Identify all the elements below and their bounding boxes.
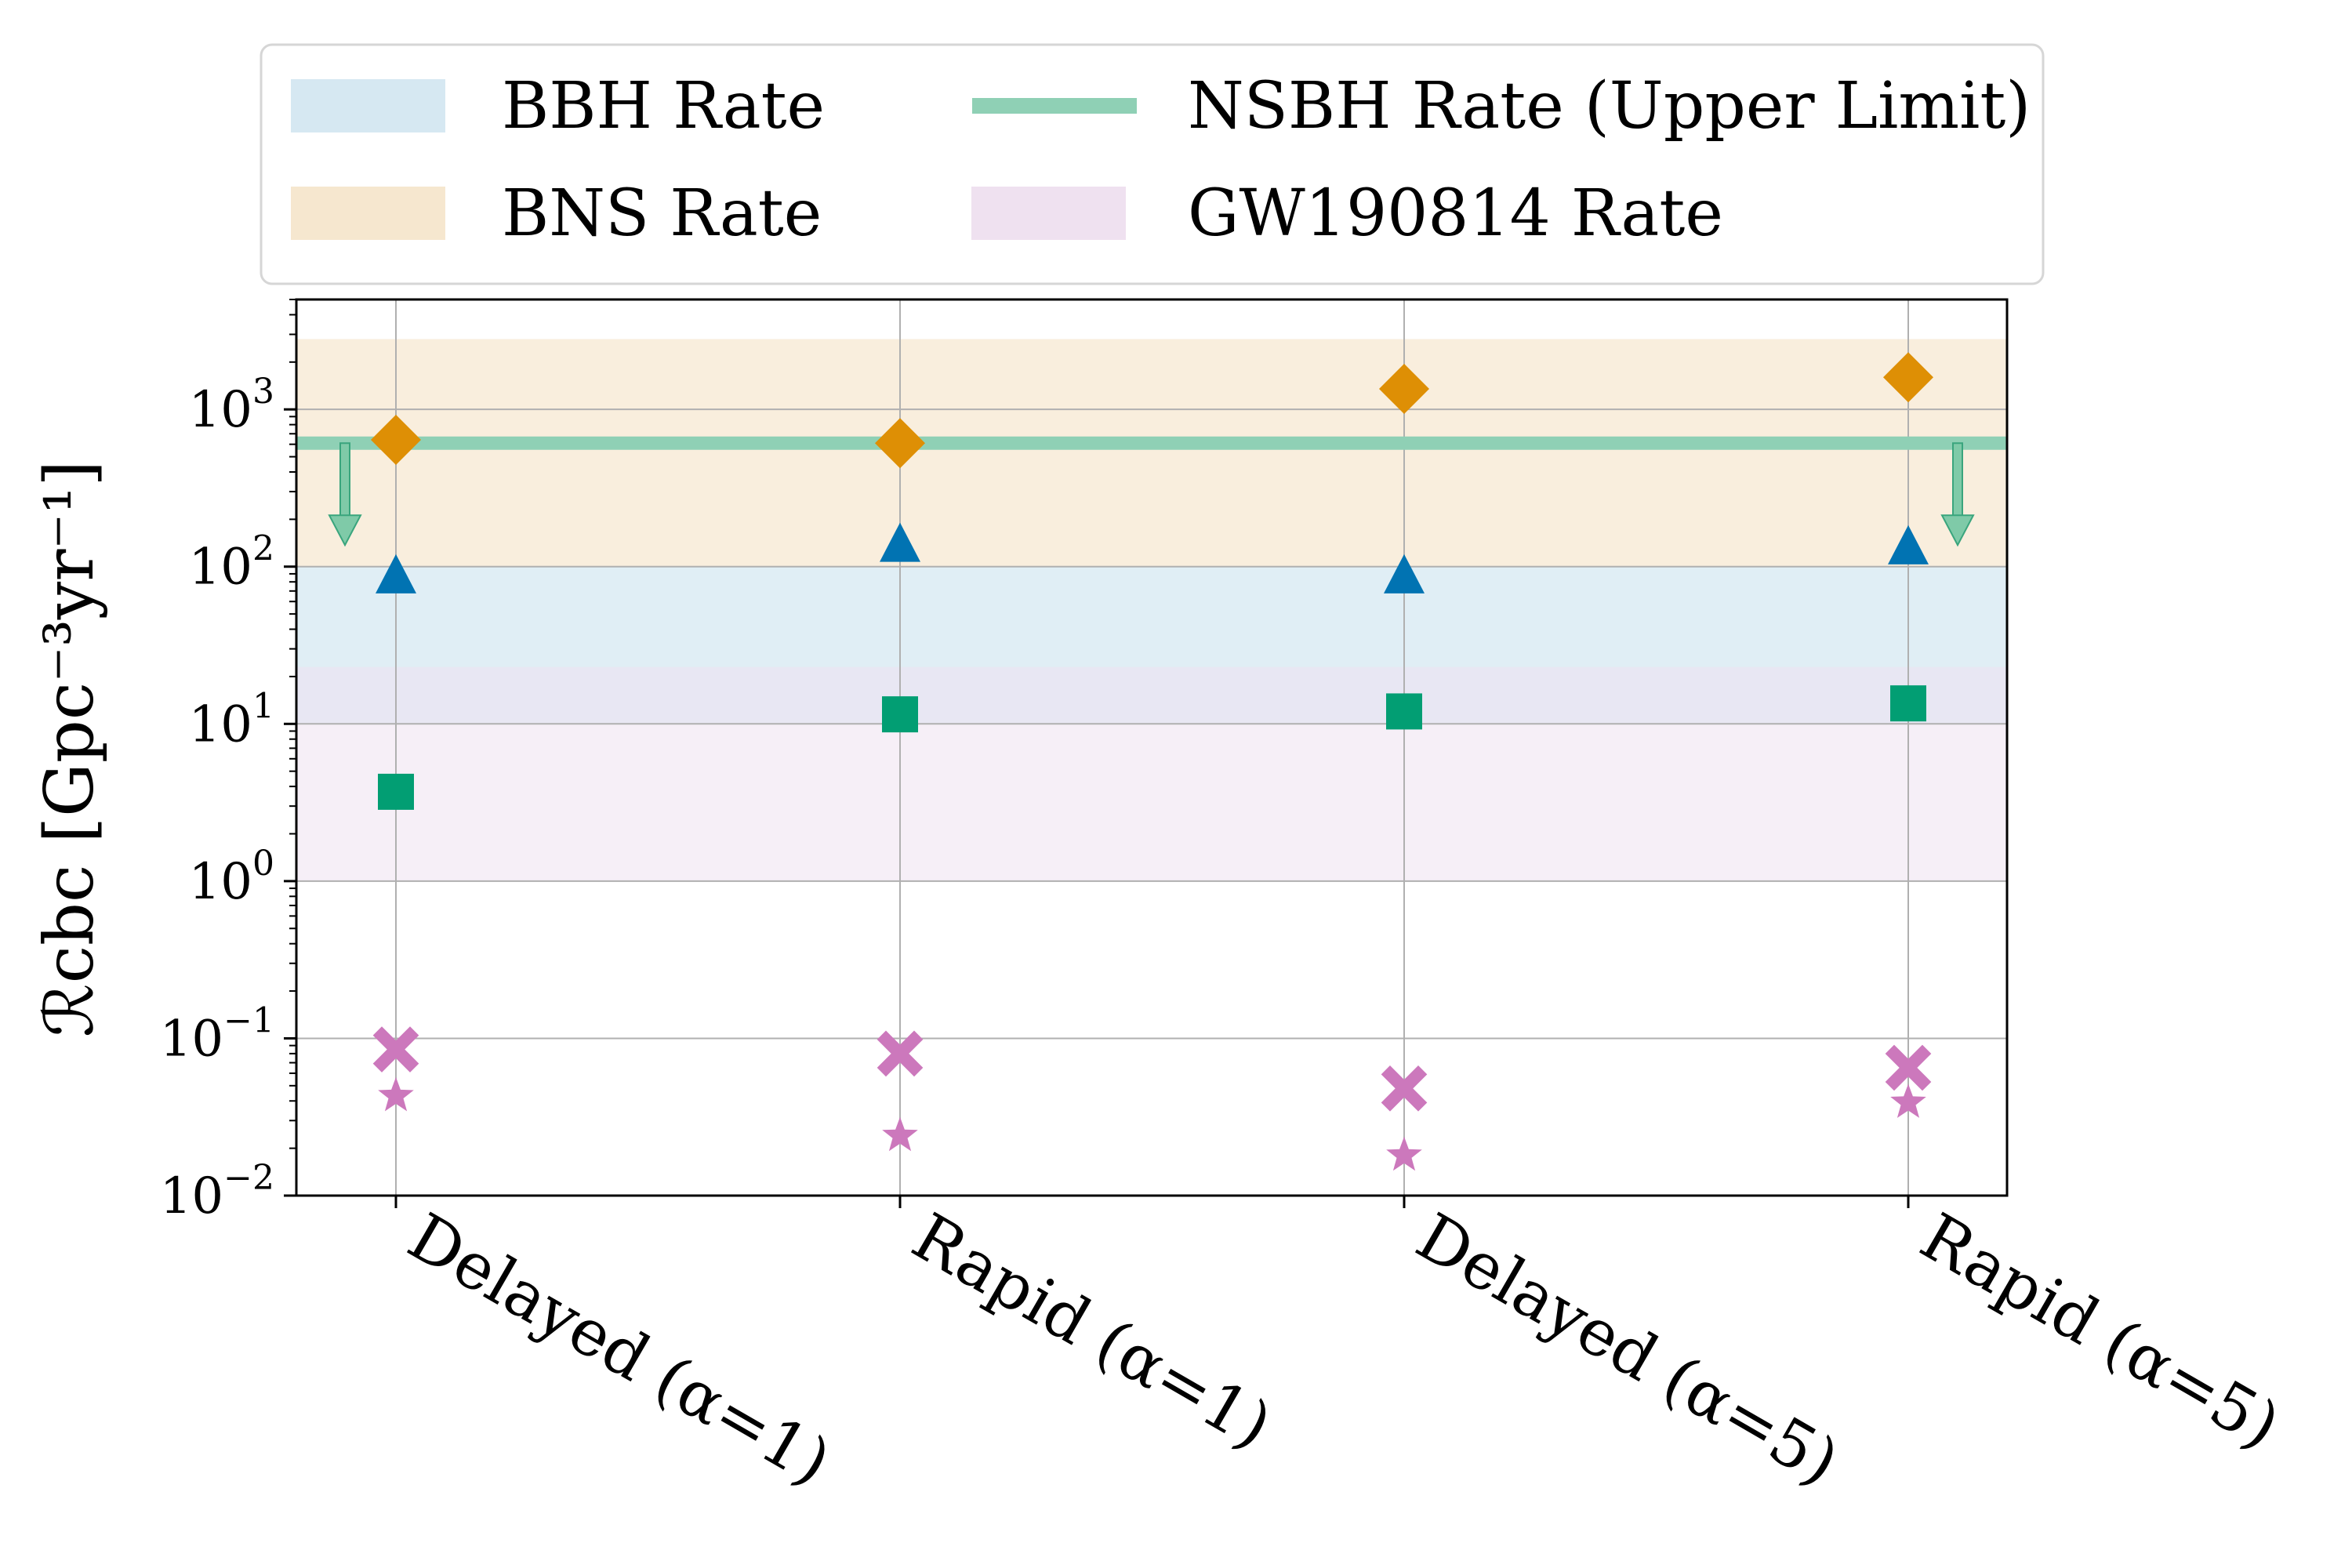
x-marker bbox=[877, 1030, 924, 1077]
y-tick-label: 101 bbox=[189, 686, 274, 753]
y-tick-base: 10 bbox=[160, 1010, 223, 1068]
arrow-head bbox=[1940, 514, 1975, 547]
diamond-marker bbox=[875, 418, 925, 469]
y-tick-exponent: 2 bbox=[252, 529, 274, 569]
star-marker bbox=[1890, 1083, 1926, 1118]
y-axis-title: ℛcbc [Gpc⁻³yr⁻¹] bbox=[31, 460, 109, 1037]
triangle-marker bbox=[1384, 554, 1425, 593]
legend-label: BBH Rate bbox=[502, 69, 825, 143]
legend-label: NSBH Rate (Upper Limit) bbox=[1188, 69, 2031, 143]
y-tick-base: 10 bbox=[160, 1167, 223, 1225]
x-marker bbox=[1381, 1065, 1428, 1112]
legend-swatch bbox=[971, 187, 1126, 240]
star-marker bbox=[378, 1076, 414, 1112]
legend-swatch bbox=[291, 187, 445, 240]
y-tick-label: 103 bbox=[189, 372, 274, 439]
diamond-marker bbox=[1883, 352, 1933, 403]
x-tick-label: Rapid (α=5) bbox=[1908, 1200, 2292, 1464]
square-marker bbox=[1890, 685, 1926, 722]
y-tick-label: 10−2 bbox=[160, 1158, 274, 1225]
data-markers bbox=[371, 352, 1933, 1171]
star-marker bbox=[882, 1116, 918, 1152]
y-tick-exponent: −1 bbox=[223, 1000, 274, 1040]
axes bbox=[284, 298, 2009, 1208]
legend-box bbox=[260, 43, 2045, 285]
arrow-head bbox=[328, 514, 362, 547]
y-tick-exponent: −2 bbox=[223, 1158, 274, 1198]
square-marker bbox=[378, 773, 414, 810]
diamond-marker bbox=[1379, 364, 1429, 415]
y-tick-base: 10 bbox=[189, 695, 252, 753]
y-tick-exponent: 3 bbox=[252, 372, 274, 412]
legend-swatch bbox=[291, 79, 445, 132]
y-tick-label: 10−1 bbox=[160, 1000, 274, 1068]
legend: BBH Rate NSBH Rate (Upper Limit) BNS Rate G… bbox=[260, 43, 2045, 285]
x-marker bbox=[372, 1026, 419, 1073]
legend-item: GW190814 Rate bbox=[971, 176, 1723, 251]
legend-item: BNS Rate bbox=[291, 176, 822, 251]
square-marker bbox=[1386, 693, 1422, 730]
nsbh-upper-limit-line bbox=[296, 436, 2007, 547]
y-tick-label: 102 bbox=[189, 529, 274, 597]
square-marker bbox=[882, 696, 918, 733]
star-marker bbox=[1386, 1136, 1422, 1171]
x-tick-label: Delayed (α=5) bbox=[1404, 1200, 1851, 1501]
rate-bands bbox=[296, 339, 2007, 881]
triangle-marker bbox=[880, 522, 920, 562]
x-tick-labels: Delayed (α=1) Rapid (α=1) Delayed (α=5) Rap… bbox=[396, 1200, 2292, 1501]
legend-item: BBH Rate bbox=[291, 69, 825, 143]
arrow-shaft bbox=[1952, 442, 1963, 519]
arrow-shaft bbox=[339, 442, 350, 519]
legend-item: NSBH Rate (Upper Limit) bbox=[972, 69, 2031, 143]
triangle-marker bbox=[376, 554, 416, 593]
y-tick-label: 100 bbox=[189, 844, 274, 911]
y-tick-exponent: 1 bbox=[252, 686, 274, 726]
x-tick-label: Delayed (α=1) bbox=[396, 1200, 843, 1501]
legend-label: BNS Rate bbox=[502, 176, 822, 251]
y-tick-base: 10 bbox=[189, 381, 252, 439]
down-arrow-icon bbox=[1940, 442, 1975, 547]
down-arrow-icon bbox=[328, 442, 362, 547]
x-tick-label: Rapid (α=1) bbox=[900, 1200, 1283, 1464]
y-axis-label: ℛcbc [Gpc⁻³yr⁻¹] bbox=[31, 460, 109, 1037]
band-gw190814-rate bbox=[296, 666, 2007, 881]
y-tick-base: 10 bbox=[189, 853, 252, 911]
y-tick-exponent: 0 bbox=[252, 844, 274, 884]
x-marker bbox=[1885, 1044, 1932, 1091]
triangle-marker bbox=[1888, 524, 1929, 564]
diamond-marker bbox=[371, 415, 421, 466]
legend-label: GW190814 Rate bbox=[1188, 176, 1723, 251]
band-bns-rate bbox=[296, 339, 2007, 567]
y-tick-base: 10 bbox=[189, 539, 252, 597]
